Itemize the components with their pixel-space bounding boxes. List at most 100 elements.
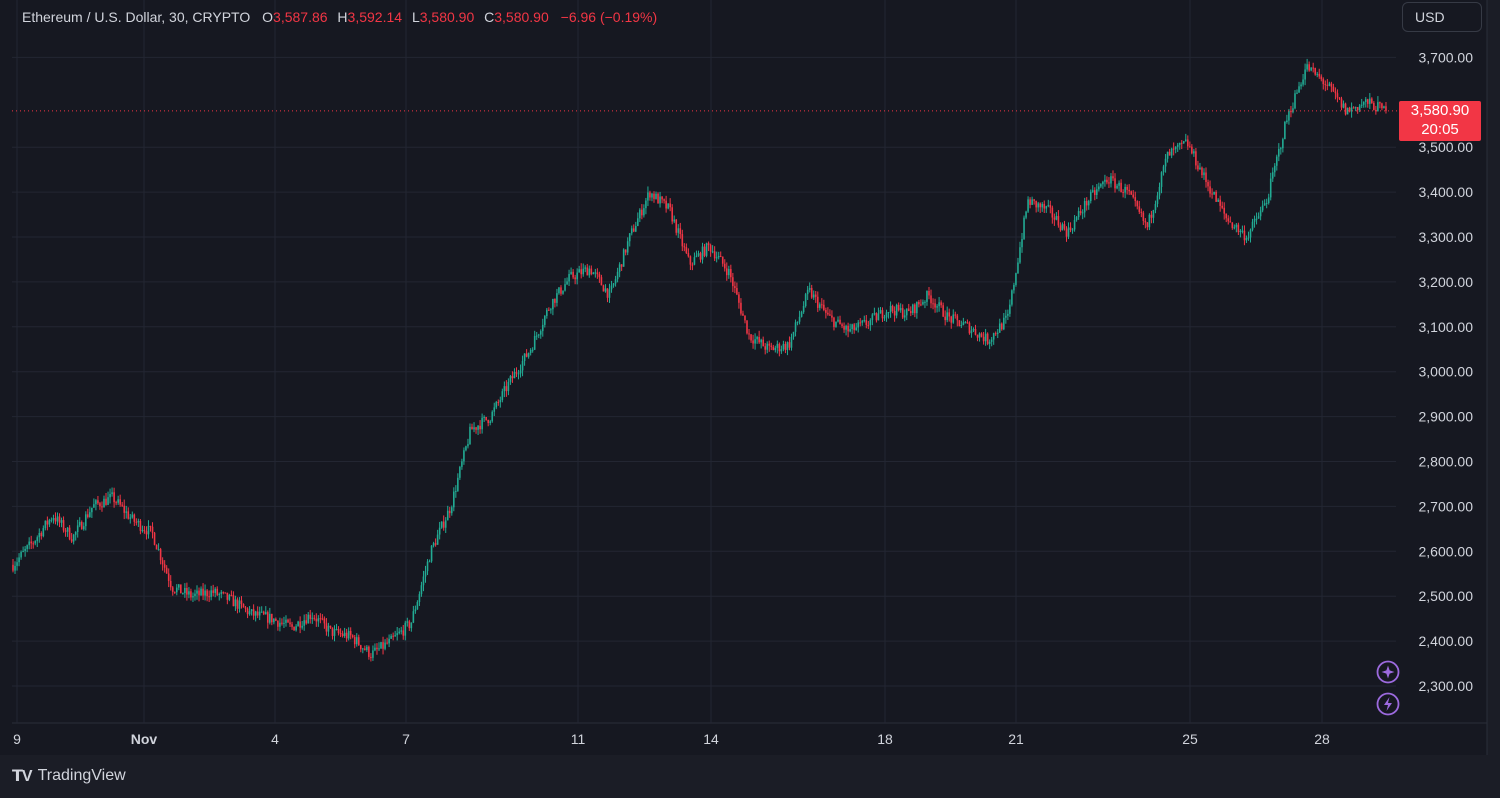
candle-body bbox=[855, 327, 857, 331]
candle-body bbox=[942, 305, 944, 317]
candle-body bbox=[400, 630, 403, 632]
candle-body bbox=[1284, 121, 1286, 140]
candle-body bbox=[1073, 219, 1076, 230]
candle-body bbox=[1037, 203, 1039, 208]
candle-body bbox=[135, 521, 138, 523]
candle-body bbox=[178, 584, 180, 588]
candle-body bbox=[703, 246, 706, 256]
candle-body bbox=[1168, 151, 1171, 156]
candle-body bbox=[1126, 186, 1128, 190]
close-label: C bbox=[484, 9, 495, 25]
candle-body bbox=[865, 320, 868, 326]
candle-body bbox=[768, 343, 771, 346]
candle-body bbox=[683, 246, 686, 248]
candle-body bbox=[353, 637, 356, 645]
candle-body bbox=[608, 289, 611, 298]
candle-body bbox=[1340, 98, 1343, 108]
candle-body bbox=[465, 446, 467, 451]
candle-body bbox=[190, 591, 192, 598]
candle-body bbox=[1110, 176, 1112, 184]
candle-body bbox=[1235, 224, 1238, 228]
candle-body bbox=[283, 622, 285, 624]
candle-body bbox=[641, 209, 643, 216]
candle-body bbox=[277, 620, 279, 627]
lightning-icon[interactable] bbox=[1376, 692, 1400, 716]
candle-body bbox=[485, 416, 487, 420]
candle-body bbox=[934, 303, 936, 308]
candle-body bbox=[153, 532, 156, 545]
candle-body bbox=[238, 600, 241, 609]
candle-body bbox=[1253, 218, 1256, 222]
candle-body bbox=[335, 629, 338, 631]
y-tick-label: 2,500.00 bbox=[1419, 588, 1474, 604]
candle-body bbox=[938, 302, 940, 307]
candle-body bbox=[970, 330, 973, 334]
candle-body bbox=[366, 646, 368, 650]
currency-button[interactable]: USD bbox=[1402, 2, 1482, 32]
candle-body bbox=[550, 309, 552, 311]
candle-body bbox=[1047, 205, 1050, 207]
candle-body bbox=[214, 588, 217, 593]
candle-body bbox=[224, 592, 227, 594]
candle-body bbox=[990, 339, 993, 342]
candle-body bbox=[766, 343, 769, 350]
candle-body bbox=[1304, 69, 1306, 80]
candle-body bbox=[1176, 144, 1179, 147]
candle-body bbox=[976, 334, 979, 338]
candle-body bbox=[1087, 201, 1090, 206]
candle-body bbox=[717, 256, 720, 258]
candle-body bbox=[269, 613, 271, 623]
candle-body bbox=[552, 298, 554, 310]
ai-sparkle-icon[interactable] bbox=[1376, 660, 1400, 684]
candle-body bbox=[677, 228, 680, 233]
candle-body bbox=[612, 283, 615, 286]
candle-body bbox=[66, 527, 69, 532]
candle-body bbox=[1203, 172, 1205, 176]
candle-body bbox=[728, 269, 730, 276]
tradingview-logo[interactable]: 𝗧V TradingView bbox=[12, 766, 126, 786]
candle-body bbox=[331, 627, 334, 636]
candle-body bbox=[1033, 199, 1035, 201]
candle-body bbox=[109, 494, 111, 498]
close-value: 3,580.90 bbox=[494, 9, 549, 25]
candle-body bbox=[339, 633, 342, 635]
candle-body bbox=[376, 647, 378, 650]
tv-mark-icon: 𝗧V bbox=[12, 768, 33, 785]
candle-body bbox=[1237, 224, 1240, 233]
change-value: −6.96 (−0.19%) bbox=[560, 9, 658, 25]
chart-panel[interactable] bbox=[0, 0, 1487, 755]
candle-body bbox=[1166, 151, 1169, 159]
candle-body bbox=[821, 304, 823, 306]
candle-body bbox=[275, 618, 277, 621]
candle-body bbox=[671, 207, 673, 222]
candle-body bbox=[786, 342, 789, 350]
candle-body bbox=[173, 591, 176, 593]
symbol-title[interactable]: Ethereum / U.S. Dollar, 30, CRYPTO bbox=[22, 9, 251, 25]
candle-body bbox=[944, 316, 946, 321]
candle-body bbox=[192, 596, 194, 598]
candle-body bbox=[1292, 108, 1294, 113]
candle-body bbox=[125, 511, 128, 513]
candle-body bbox=[457, 477, 459, 491]
candle-body bbox=[1098, 186, 1100, 190]
candle-body bbox=[180, 584, 182, 594]
candle-body bbox=[695, 255, 698, 258]
candle-body bbox=[847, 325, 849, 332]
candle-body bbox=[394, 635, 396, 637]
candle-body bbox=[1061, 224, 1064, 231]
candle-body bbox=[831, 315, 833, 318]
candle-body bbox=[1213, 191, 1215, 195]
candle-body bbox=[99, 503, 101, 507]
candle-body bbox=[370, 656, 372, 658]
candle-body bbox=[590, 268, 593, 275]
candle-body bbox=[885, 312, 888, 318]
candle-body bbox=[453, 491, 455, 508]
candle-body bbox=[1138, 206, 1141, 212]
candle-body bbox=[161, 560, 164, 565]
candle-body bbox=[1085, 200, 1088, 206]
candle-body bbox=[529, 350, 532, 354]
candle-body bbox=[396, 633, 398, 636]
candle-body bbox=[586, 267, 589, 276]
candle-body bbox=[1104, 179, 1106, 182]
